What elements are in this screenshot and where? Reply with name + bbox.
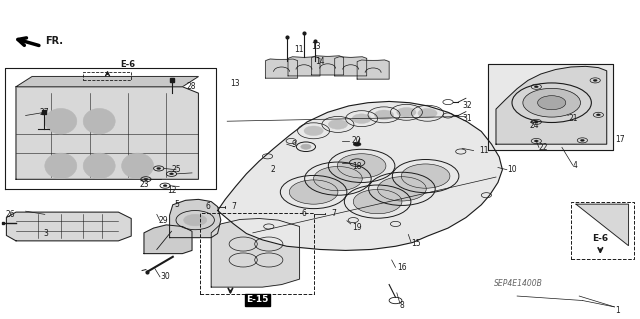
Text: 13: 13 — [312, 42, 321, 51]
Text: 4: 4 — [573, 161, 578, 170]
Ellipse shape — [83, 153, 115, 179]
Text: SEP4E1400B: SEP4E1400B — [494, 279, 543, 288]
Text: 20: 20 — [352, 137, 362, 145]
Ellipse shape — [83, 108, 115, 134]
Circle shape — [144, 178, 148, 180]
Text: FR.: FR. — [45, 36, 63, 47]
Circle shape — [314, 167, 362, 191]
Circle shape — [337, 154, 386, 178]
Text: 5: 5 — [174, 200, 179, 209]
Text: 22: 22 — [539, 143, 548, 152]
Text: E-6: E-6 — [592, 234, 609, 243]
Circle shape — [353, 142, 361, 146]
Polygon shape — [357, 60, 389, 79]
Circle shape — [304, 126, 323, 136]
Circle shape — [418, 108, 437, 118]
Circle shape — [184, 214, 207, 226]
Polygon shape — [170, 199, 221, 238]
Text: 30: 30 — [160, 272, 170, 281]
Circle shape — [401, 164, 450, 188]
Polygon shape — [576, 204, 628, 246]
Circle shape — [523, 88, 580, 117]
Text: 26: 26 — [5, 210, 15, 219]
Polygon shape — [16, 87, 198, 179]
Circle shape — [170, 173, 173, 175]
Text: 16: 16 — [397, 263, 406, 272]
Ellipse shape — [45, 108, 77, 134]
Polygon shape — [335, 57, 367, 76]
Text: 31: 31 — [462, 114, 472, 123]
Text: 32: 32 — [462, 101, 472, 110]
Circle shape — [301, 144, 311, 149]
Polygon shape — [266, 59, 298, 78]
Text: 11: 11 — [479, 146, 488, 155]
Circle shape — [534, 121, 538, 123]
Circle shape — [538, 96, 566, 110]
Text: 23: 23 — [140, 180, 149, 189]
Circle shape — [397, 108, 416, 117]
Circle shape — [353, 189, 402, 214]
Circle shape — [352, 114, 371, 123]
Ellipse shape — [122, 153, 154, 179]
Ellipse shape — [45, 153, 77, 179]
Text: 15: 15 — [411, 239, 420, 248]
Text: 6: 6 — [301, 209, 306, 218]
Text: 6: 6 — [205, 202, 210, 211]
Text: 24: 24 — [530, 121, 540, 130]
Text: 21: 21 — [568, 114, 578, 123]
Circle shape — [378, 177, 426, 201]
Text: 11: 11 — [294, 45, 304, 54]
Text: 28: 28 — [187, 82, 196, 91]
Text: 2: 2 — [270, 165, 275, 174]
Circle shape — [289, 180, 338, 204]
Circle shape — [328, 120, 348, 129]
Polygon shape — [6, 212, 131, 241]
Text: 14: 14 — [315, 57, 324, 66]
Text: 1: 1 — [616, 306, 620, 315]
Circle shape — [534, 86, 538, 88]
Circle shape — [534, 140, 538, 142]
Text: E-6: E-6 — [120, 60, 136, 69]
Text: 13: 13 — [230, 79, 240, 88]
Circle shape — [157, 167, 161, 169]
Circle shape — [374, 110, 394, 120]
Text: 7: 7 — [232, 202, 237, 211]
Text: 17: 17 — [616, 135, 625, 144]
Polygon shape — [496, 66, 607, 144]
Text: 9: 9 — [291, 140, 296, 149]
Text: 10: 10 — [507, 165, 516, 174]
Polygon shape — [16, 77, 198, 87]
Polygon shape — [144, 225, 192, 254]
Text: 19: 19 — [352, 223, 362, 232]
Text: 7: 7 — [332, 209, 337, 218]
Polygon shape — [218, 101, 502, 250]
Polygon shape — [312, 56, 344, 75]
Circle shape — [596, 114, 600, 116]
Text: 12: 12 — [168, 186, 177, 195]
Circle shape — [580, 139, 584, 141]
Text: E-15: E-15 — [246, 295, 269, 304]
Text: 18: 18 — [352, 162, 362, 171]
Circle shape — [163, 185, 167, 187]
Text: 25: 25 — [172, 165, 181, 174]
Text: 29: 29 — [159, 216, 168, 225]
Polygon shape — [211, 219, 300, 287]
Polygon shape — [488, 64, 613, 150]
Text: 8: 8 — [400, 301, 404, 310]
Polygon shape — [288, 57, 320, 76]
Text: 27: 27 — [40, 108, 49, 117]
Text: 3: 3 — [44, 229, 49, 238]
Circle shape — [593, 79, 597, 81]
